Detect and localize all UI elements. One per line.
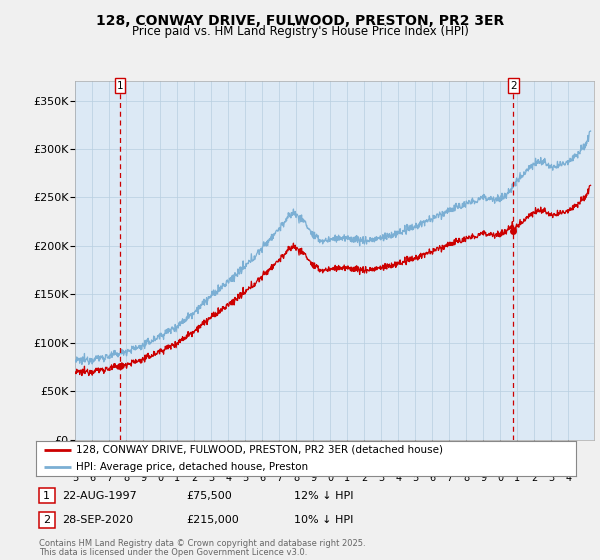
Text: 1: 1 (43, 491, 50, 501)
Text: Price paid vs. HM Land Registry's House Price Index (HPI): Price paid vs. HM Land Registry's House … (131, 25, 469, 38)
Text: £215,000: £215,000 (186, 515, 239, 525)
Text: 1: 1 (116, 81, 123, 91)
Text: 128, CONWAY DRIVE, FULWOOD, PRESTON, PR2 3ER: 128, CONWAY DRIVE, FULWOOD, PRESTON, PR2… (96, 14, 504, 28)
Text: Contains HM Land Registry data © Crown copyright and database right 2025.: Contains HM Land Registry data © Crown c… (39, 539, 365, 548)
Text: £75,500: £75,500 (186, 491, 232, 501)
Text: 128, CONWAY DRIVE, FULWOOD, PRESTON, PR2 3ER (detached house): 128, CONWAY DRIVE, FULWOOD, PRESTON, PR2… (77, 445, 443, 455)
Text: This data is licensed under the Open Government Licence v3.0.: This data is licensed under the Open Gov… (39, 548, 307, 557)
Text: 10% ↓ HPI: 10% ↓ HPI (294, 515, 353, 525)
Text: 2: 2 (43, 515, 50, 525)
Text: HPI: Average price, detached house, Preston: HPI: Average price, detached house, Pres… (77, 463, 308, 472)
Text: 2: 2 (510, 81, 517, 91)
Text: 22-AUG-1997: 22-AUG-1997 (62, 491, 137, 501)
Text: 12% ↓ HPI: 12% ↓ HPI (294, 491, 353, 501)
Text: 28-SEP-2020: 28-SEP-2020 (62, 515, 133, 525)
